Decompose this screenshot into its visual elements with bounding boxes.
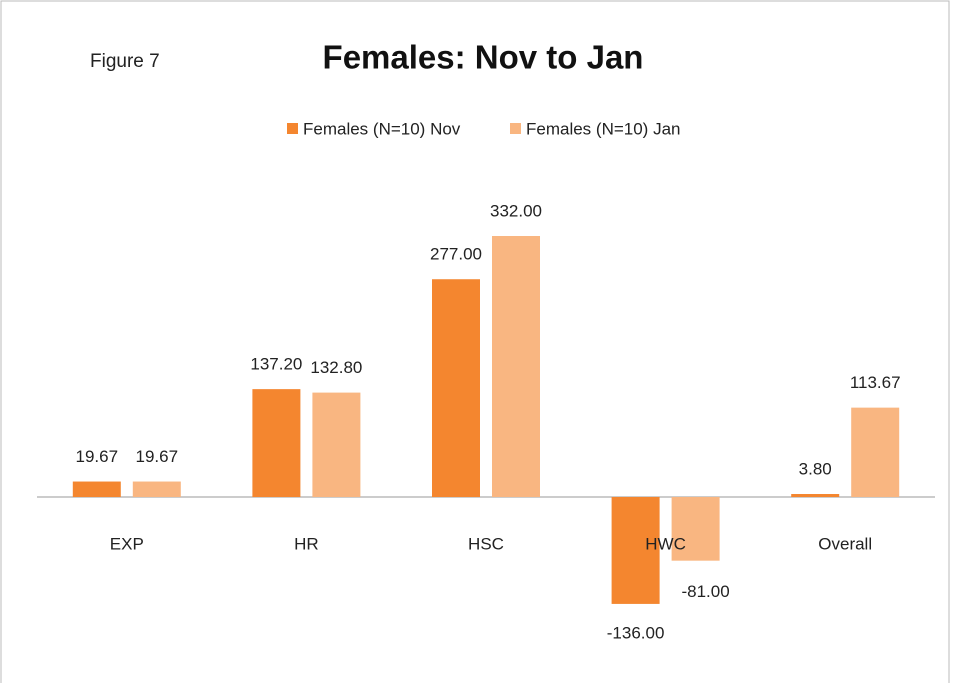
bar xyxy=(492,236,540,497)
bar xyxy=(312,392,361,497)
figure-label: Figure 7 xyxy=(90,51,160,72)
x-tick-label: Overall xyxy=(818,534,872,553)
data-label: 19.67 xyxy=(76,447,119,466)
legend-swatch xyxy=(510,123,521,134)
data-label: 132.80 xyxy=(310,358,362,377)
data-label: -136.00 xyxy=(607,623,665,642)
legend-label: Females (N=10) Jan xyxy=(526,119,680,138)
data-label: 19.67 xyxy=(136,447,179,466)
data-label: 137.20 xyxy=(250,355,302,374)
x-tick-label: HWC xyxy=(645,534,686,553)
x-tick-label: HSC xyxy=(468,534,504,553)
bar xyxy=(791,494,840,497)
data-label: 113.67 xyxy=(850,373,901,392)
bar xyxy=(851,407,900,497)
x-tick-label: EXP xyxy=(110,534,144,553)
data-label: 277.00 xyxy=(430,245,482,264)
data-label: 332.00 xyxy=(490,201,542,220)
bar xyxy=(72,481,121,497)
bar xyxy=(252,389,301,497)
legend-swatch xyxy=(287,123,298,134)
bar xyxy=(611,497,660,604)
data-label: -81.00 xyxy=(681,582,729,601)
chart-title: Females: Nov to Jan xyxy=(323,39,644,76)
x-tick-label: HR xyxy=(294,534,319,553)
bar xyxy=(671,497,720,561)
bar xyxy=(432,279,480,497)
data-label: 3.80 xyxy=(799,459,832,478)
legend-label: Females (N=10) Nov xyxy=(303,119,461,138)
bar xyxy=(132,481,181,497)
